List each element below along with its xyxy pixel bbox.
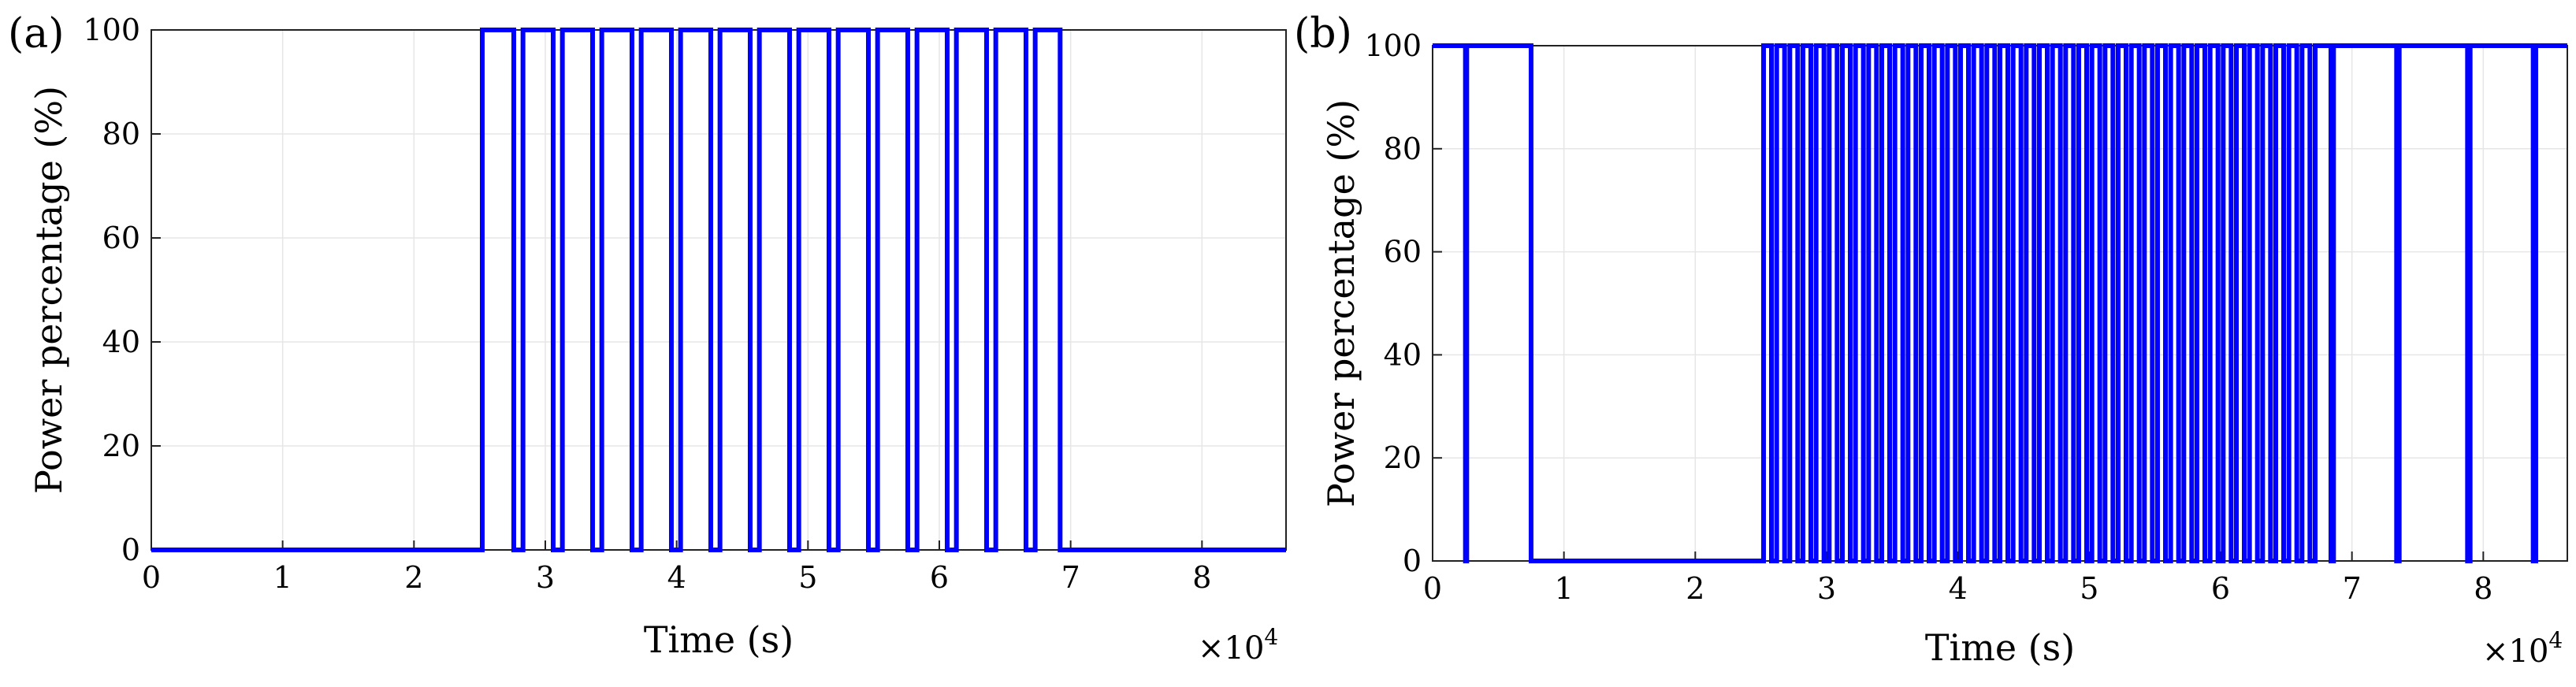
panel-a-xlabel: Time (s) xyxy=(644,618,794,661)
panel-b-xtick-label-4: 4 xyxy=(1949,571,1968,606)
panel-b-label: (b) xyxy=(1294,10,1352,58)
panel-b-x-exponent: ×104 xyxy=(2482,627,2563,670)
panel-a-xtick-label-2: 2 xyxy=(404,560,423,595)
panel-b-ytick-label-4: 80 xyxy=(1384,132,1422,166)
panel-b-x-exponent-power: 4 xyxy=(2548,627,2563,653)
panel-a-ytick-label-3: 60 xyxy=(102,221,140,255)
panel-a-ytick-label-5: 100 xyxy=(83,13,140,47)
panel-b-xtick-label-7: 7 xyxy=(2343,571,2362,606)
panel-a-x-exponent: ×104 xyxy=(1198,624,1278,667)
panel-b-ylabel: Power percentage (%) xyxy=(1320,99,1362,507)
panel-a-ylabel: Power percentage (%) xyxy=(28,86,70,494)
panel-a-xtick-label-7: 7 xyxy=(1061,560,1080,595)
panel-b-xtick-label-6: 6 xyxy=(2211,571,2230,606)
panel-b-xlabel: Time (s) xyxy=(1925,626,2075,669)
panel-a-xtick-label-5: 5 xyxy=(798,560,817,595)
panel-b-ytick-label-2: 40 xyxy=(1384,337,1422,372)
panel-a-ytick-label-2: 40 xyxy=(102,325,140,359)
panel-a-xtick-label-6: 6 xyxy=(930,560,949,595)
panel-b-xtick-label-8: 8 xyxy=(2474,571,2492,606)
panel-a-xtick-label-3: 3 xyxy=(536,560,555,595)
panel-b-xtick-label-2: 2 xyxy=(1686,571,1704,606)
panel-a-ytick-label-4: 80 xyxy=(102,117,140,151)
panel-a-xtick-label-4: 4 xyxy=(667,560,686,595)
panel-b-xtick-label-0: 0 xyxy=(1423,571,1442,606)
panel-a-x-exponent-base: ×10 xyxy=(1198,630,1264,667)
panel-b-xtick-label-5: 5 xyxy=(2080,571,2098,606)
panel-a-x-exponent-power: 4 xyxy=(1264,624,1278,650)
panel-a-xtick-label-0: 0 xyxy=(142,560,161,595)
panel-b-xtick-label-3: 3 xyxy=(1817,571,1836,606)
panel-a-xtick-label-8: 8 xyxy=(1192,560,1211,595)
panel-a-ytick-label-0: 0 xyxy=(121,533,140,567)
panel-b-ytick-label-1: 20 xyxy=(1384,440,1422,475)
panel-a-ytick-label-1: 20 xyxy=(102,429,140,463)
panel-b-ytick-label-0: 0 xyxy=(1403,544,1422,578)
panel-a-series-line xyxy=(151,28,1286,552)
panel-b-ytick-label-5: 100 xyxy=(1364,28,1422,63)
panel-b-xtick-label-1: 1 xyxy=(1555,571,1574,606)
panel-a-xtick-label-1: 1 xyxy=(273,560,292,595)
panel-a-label: (a) xyxy=(8,10,65,58)
panel-b-series-line xyxy=(1433,43,2567,563)
panel-b-ytick-label-3: 60 xyxy=(1384,235,1422,269)
panel-b-x-exponent-base: ×10 xyxy=(2482,633,2548,670)
